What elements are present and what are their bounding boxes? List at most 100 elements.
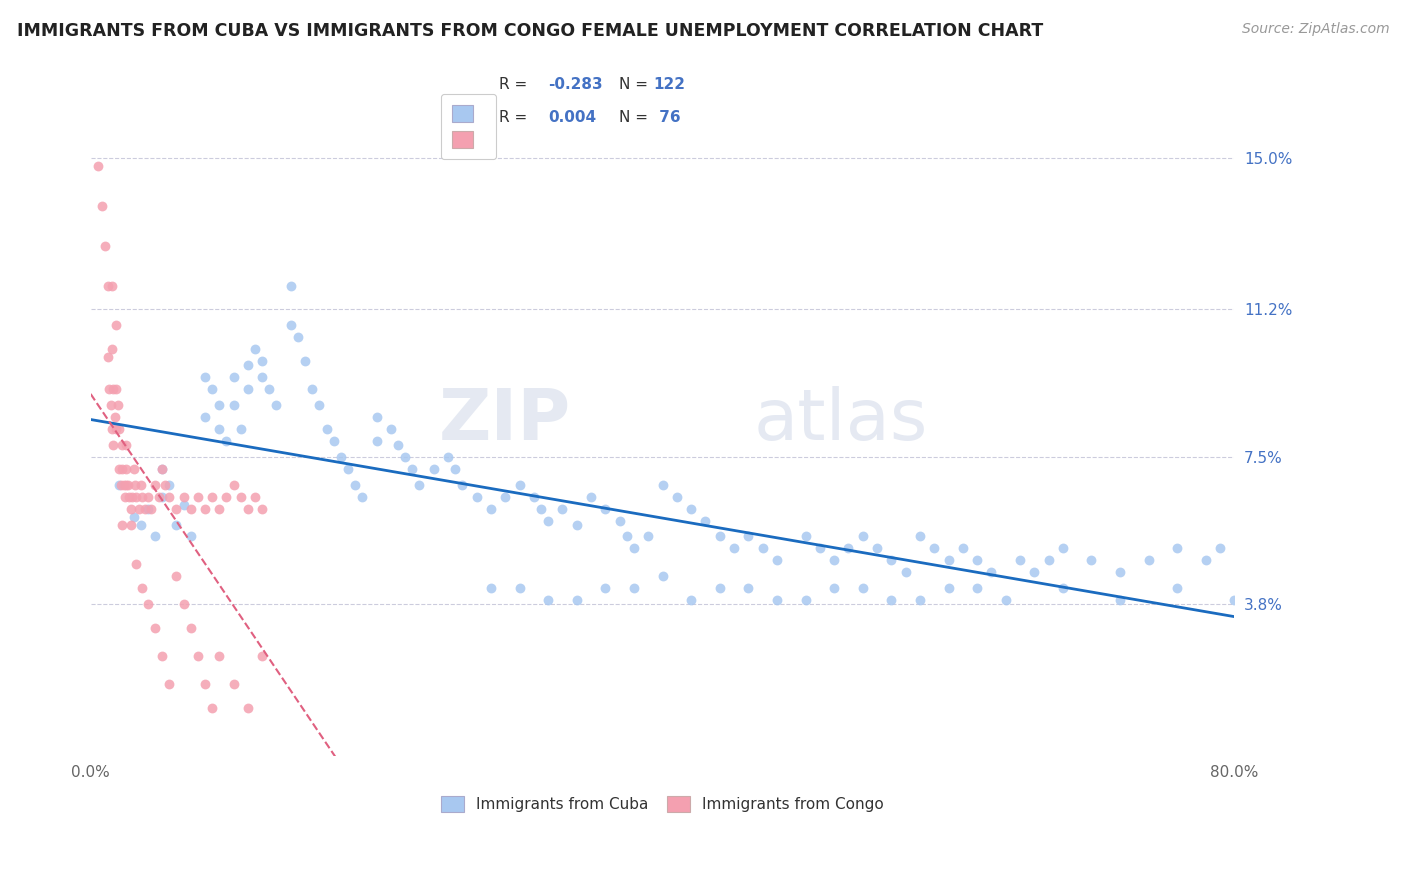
- Point: [107, 398, 129, 412]
- Point: [794, 593, 817, 607]
- Point: [823, 553, 845, 567]
- Point: [122, 462, 145, 476]
- Point: [651, 569, 673, 583]
- Point: [766, 593, 789, 607]
- Point: [401, 462, 423, 476]
- Point: [423, 462, 446, 476]
- Point: [153, 477, 176, 491]
- Point: [150, 490, 173, 504]
- Text: ZIP: ZIP: [439, 386, 571, 456]
- Point: [201, 700, 224, 714]
- Point: [1109, 593, 1132, 607]
- Point: [120, 501, 142, 516]
- Point: [737, 581, 759, 595]
- Point: [173, 597, 195, 611]
- Point: [91, 199, 114, 213]
- Point: [280, 278, 302, 293]
- Point: [120, 517, 142, 532]
- Point: [157, 677, 180, 691]
- Point: [250, 501, 273, 516]
- Point: [287, 330, 309, 344]
- Point: [101, 343, 124, 357]
- Point: [165, 501, 187, 516]
- Text: IMMIGRANTS FROM CUBA VS IMMIGRANTS FROM CONGO FEMALE UNEMPLOYMENT CORRELATION CH: IMMIGRANTS FROM CUBA VS IMMIGRANTS FROM …: [17, 22, 1043, 40]
- Point: [173, 498, 195, 512]
- Point: [1024, 566, 1046, 580]
- Point: [866, 541, 889, 556]
- Point: [236, 382, 259, 396]
- Point: [94, 238, 117, 252]
- Point: [104, 409, 127, 424]
- Point: [187, 490, 209, 504]
- Point: [938, 553, 960, 567]
- Point: [222, 398, 245, 412]
- Point: [451, 477, 474, 491]
- Point: [243, 490, 266, 504]
- Point: [637, 529, 659, 543]
- Point: [98, 382, 121, 396]
- Point: [1195, 553, 1218, 567]
- Point: [259, 382, 281, 396]
- Text: Source: ZipAtlas.com: Source: ZipAtlas.com: [1241, 22, 1389, 37]
- Point: [180, 621, 202, 635]
- Point: [122, 509, 145, 524]
- Point: [595, 581, 617, 595]
- Point: [97, 350, 120, 364]
- Text: R =: R =: [499, 111, 533, 125]
- Point: [117, 477, 139, 491]
- Point: [766, 553, 789, 567]
- Point: [134, 501, 156, 516]
- Point: [128, 501, 150, 516]
- Point: [380, 422, 402, 436]
- Point: [139, 501, 162, 516]
- Point: [129, 477, 152, 491]
- Point: [103, 382, 125, 396]
- Point: [665, 490, 688, 504]
- Point: [623, 581, 645, 595]
- Point: [143, 477, 166, 491]
- Text: 76: 76: [654, 111, 681, 125]
- Point: [165, 569, 187, 583]
- Point: [87, 159, 110, 173]
- Point: [1223, 593, 1246, 607]
- Point: [150, 648, 173, 663]
- Point: [530, 501, 553, 516]
- Point: [823, 581, 845, 595]
- Point: [623, 541, 645, 556]
- Point: [222, 370, 245, 384]
- Point: [301, 382, 323, 396]
- Point: [894, 566, 917, 580]
- Point: [108, 477, 131, 491]
- Point: [966, 553, 988, 567]
- Point: [157, 490, 180, 504]
- Point: [208, 501, 231, 516]
- Point: [908, 593, 931, 607]
- Point: [537, 593, 560, 607]
- Point: [108, 422, 131, 436]
- Point: [115, 438, 138, 452]
- Point: [236, 358, 259, 372]
- Point: [187, 648, 209, 663]
- Text: N =: N =: [619, 111, 652, 125]
- Legend: Immigrants from Cuba, Immigrants from Congo: Immigrants from Cuba, Immigrants from Co…: [432, 787, 893, 822]
- Text: N =: N =: [619, 78, 652, 92]
- Point: [579, 490, 602, 504]
- Point: [280, 318, 302, 333]
- Point: [852, 581, 875, 595]
- Point: [595, 501, 617, 516]
- Point: [651, 477, 673, 491]
- Point: [737, 529, 759, 543]
- Point: [1209, 541, 1232, 556]
- Point: [994, 593, 1017, 607]
- Point: [366, 434, 388, 448]
- Point: [352, 490, 374, 504]
- Point: [494, 490, 516, 504]
- Point: [143, 621, 166, 635]
- Point: [100, 398, 122, 412]
- Point: [110, 477, 132, 491]
- Point: [952, 541, 974, 556]
- Point: [387, 438, 409, 452]
- Point: [609, 514, 631, 528]
- Point: [695, 514, 717, 528]
- Point: [794, 529, 817, 543]
